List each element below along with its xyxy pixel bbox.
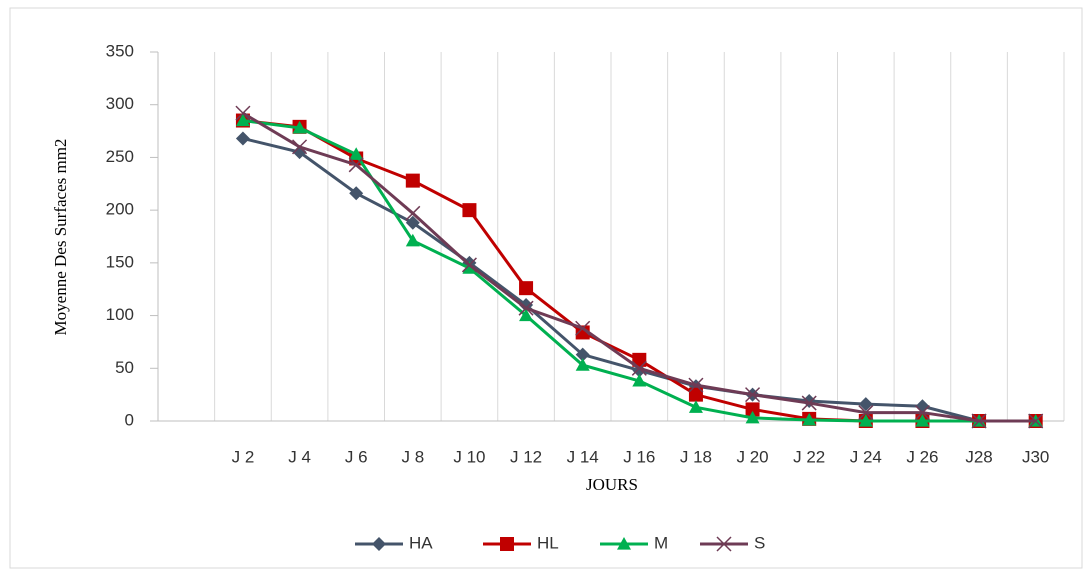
marker [745,402,760,417]
marker [462,203,477,218]
marker [617,537,631,550]
marker [915,414,930,427]
marker [292,139,308,155]
y-tick-label: 200 [106,200,134,219]
x-tick-label: J 20 [736,447,768,466]
x-tick-label: J 10 [453,447,485,466]
marker [519,308,534,322]
x-tick-label: J 12 [510,447,542,466]
marker [405,173,420,188]
x-tick-label: J 16 [623,447,655,466]
marker [405,233,420,247]
marker [235,131,250,146]
marker [349,186,364,201]
marker [802,412,817,426]
y-tick-label: 250 [106,147,134,166]
legend-label: S [754,533,765,552]
marker [716,536,732,552]
marker [518,300,534,316]
marker [461,257,477,273]
marker [858,405,874,421]
x-tick-label: J 6 [345,447,368,466]
x-tick-label: J 14 [567,447,599,466]
marker [745,410,760,424]
chart-frame [9,7,1083,569]
marker [405,205,421,221]
y-tick-label: 350 [106,41,134,60]
marker [858,414,873,427]
x-tick-label: J30 [1022,447,1049,466]
x-axis-title: JOURS [586,475,638,494]
x-tick-label: J 22 [793,447,825,466]
x-tick-label: J 24 [850,447,882,466]
legend-label: M [654,533,668,552]
marker [631,360,647,376]
y-tick-label: 150 [106,252,134,271]
marker [500,537,514,551]
marker [914,405,930,421]
y-tick-label: 50 [115,358,134,377]
marker [575,347,590,362]
marker [348,157,364,173]
marker [858,397,873,412]
marker [235,105,251,121]
marker [801,395,817,411]
x-tick-label: J 4 [288,447,311,466]
marker [575,320,591,336]
marker [745,387,761,403]
marker [632,352,647,367]
marker [372,537,386,551]
y-tick-label: 100 [106,305,134,324]
marker [405,215,420,230]
y-axis-title: Moyenne Des Surfaces mm2 [51,139,70,336]
marker [1028,413,1044,429]
marker [688,387,703,402]
x-tick-label: J 18 [680,447,712,466]
marker [519,281,534,296]
marker [235,113,250,127]
legend-label: HA [409,533,433,552]
marker [971,413,987,429]
marker [688,377,704,393]
marker [349,147,364,160]
marker [292,120,307,134]
legend-label: HL [537,533,559,552]
y-tick-label: 300 [106,94,134,113]
x-tick-label: J 8 [401,447,424,466]
x-tick-label: J28 [965,447,992,466]
x-tick-label: J 2 [232,447,255,466]
marker [462,261,477,274]
marker [632,373,647,387]
y-tick-label: 0 [125,410,134,429]
marker [575,358,590,371]
x-tick-label: J 26 [906,447,938,466]
marker [688,400,703,413]
